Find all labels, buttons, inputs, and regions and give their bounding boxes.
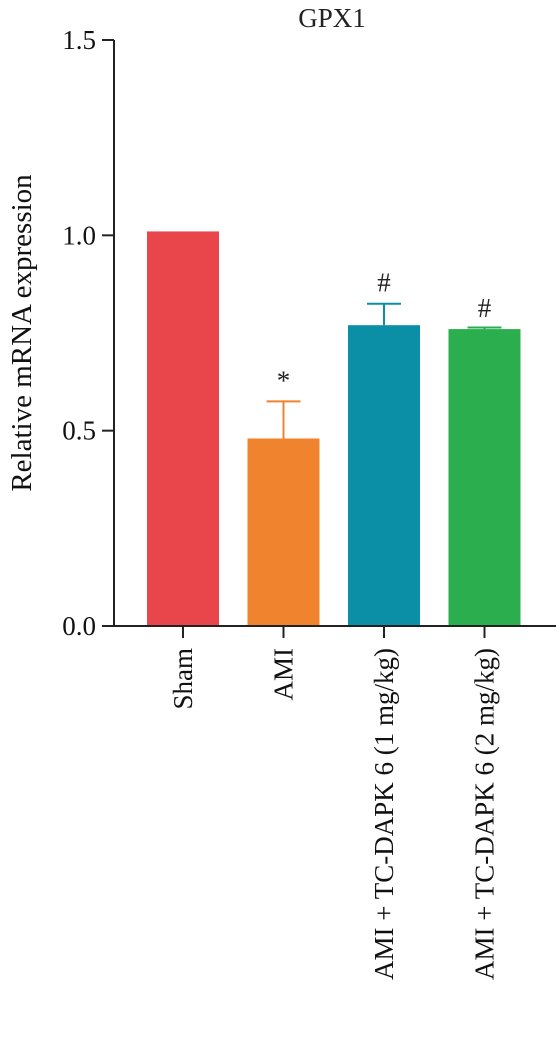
significance-mark: # xyxy=(377,268,391,298)
y-tick-label: 1.0 xyxy=(62,220,96,250)
chart-title: GPX1 xyxy=(298,3,366,33)
significance-annotations: * # # xyxy=(277,268,492,396)
x-tick-label: Sham xyxy=(168,648,198,710)
y-axis-label: Relative mRNA expression xyxy=(6,174,38,492)
x-tick-label: AMI xyxy=(269,648,299,701)
bar xyxy=(247,438,320,626)
x-tick-label: AMI + TC-DAPK 6 (2 mg/kg) xyxy=(470,648,500,980)
x-tick-label: AMI + TC-DAPK 6 (1 mg/kg) xyxy=(369,648,399,980)
bar xyxy=(348,325,420,626)
significance-mark: * xyxy=(277,365,291,395)
x-axis: Sham AMI AMI + TC-DAPK 6 (1 mg/kg) AMI + TC… xyxy=(114,625,556,980)
y-tick-label: 0.5 xyxy=(62,416,96,446)
bar xyxy=(448,329,521,626)
y-axis: 0.0 0.5 1.0 1.5 xyxy=(62,25,115,641)
bars xyxy=(147,231,521,626)
error-bars xyxy=(266,302,502,439)
bar xyxy=(147,231,219,626)
y-tick-label: 1.5 xyxy=(62,25,96,55)
significance-mark: # xyxy=(478,293,492,323)
y-tick-label: 0.0 xyxy=(62,611,96,641)
